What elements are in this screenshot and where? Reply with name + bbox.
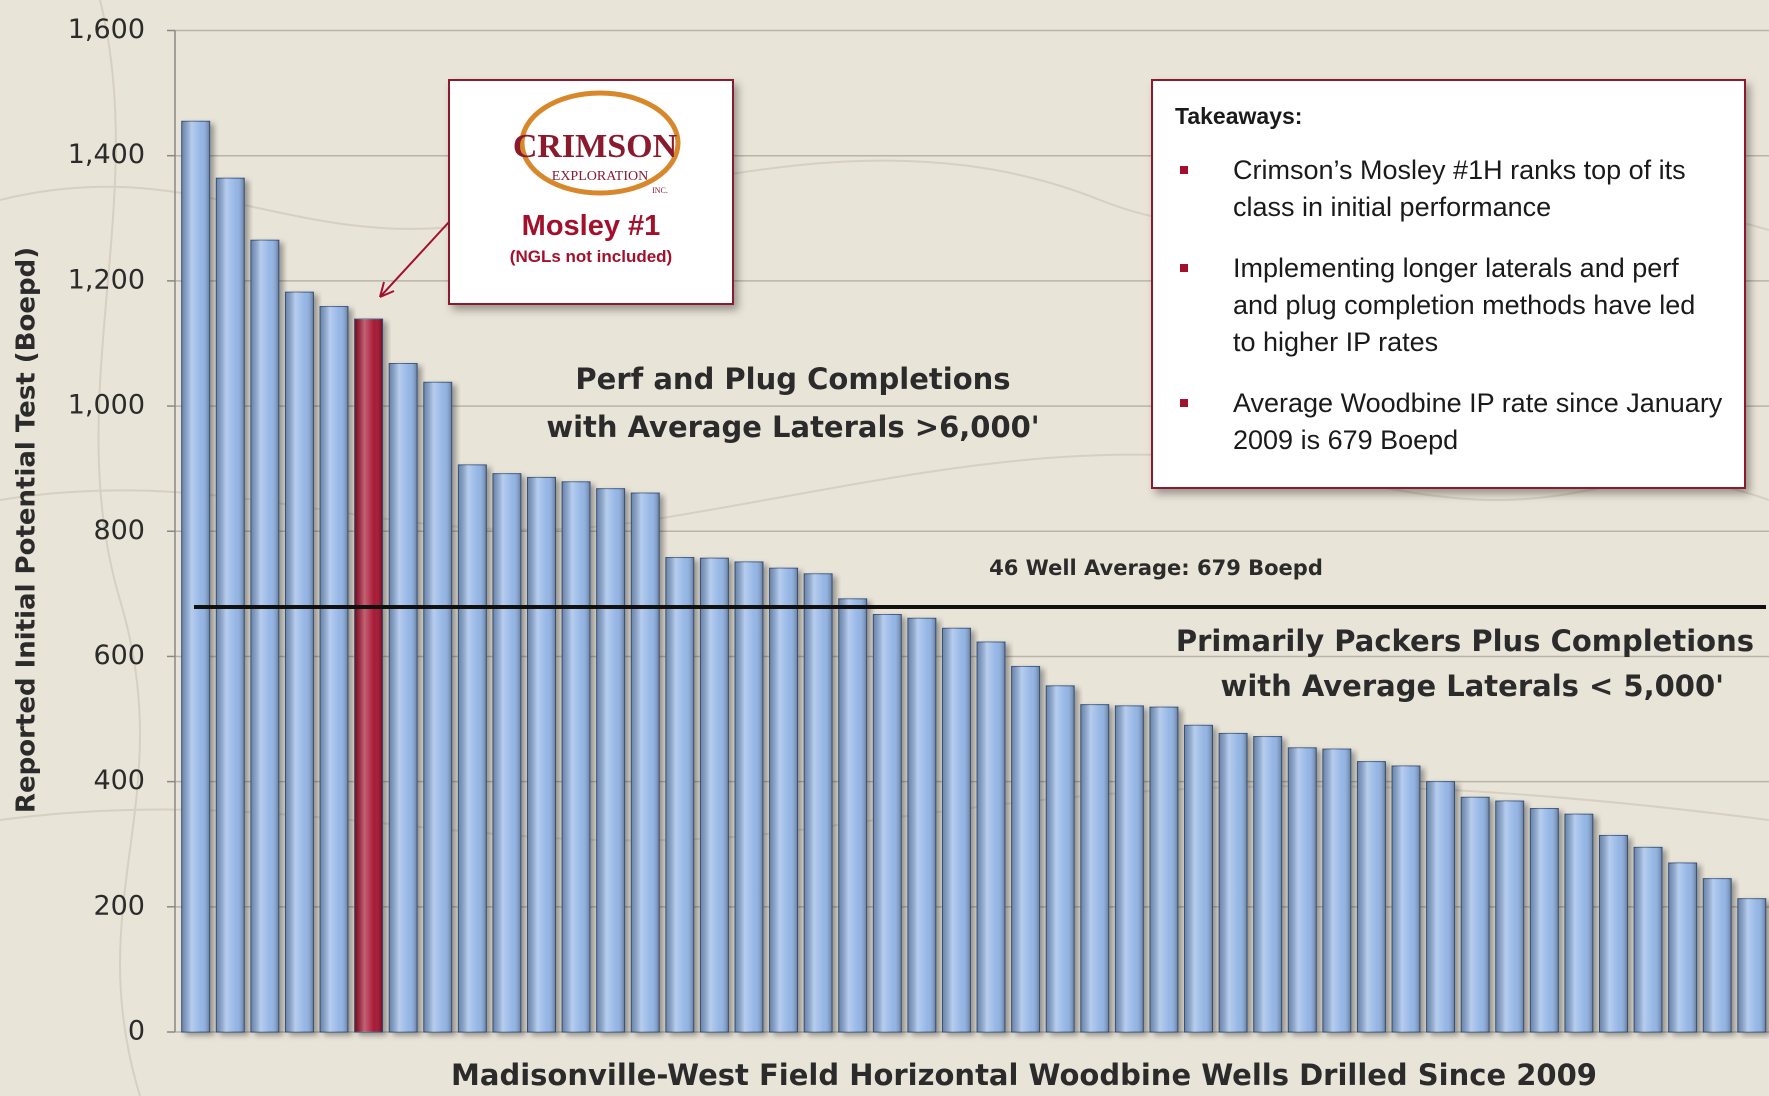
bar-shine bbox=[1288, 747, 1317, 1032]
annotation: with Average Laterals >6,000' bbox=[546, 410, 1039, 444]
callout-box: CRIMSON EXPLORATION INC. Mosley #1 (NGLs… bbox=[448, 79, 734, 305]
bar-shine bbox=[181, 121, 210, 1033]
takeaways-box: Takeaways: Crimson’s Mosley #1H ranks to… bbox=[1151, 79, 1746, 489]
logo: CRIMSON EXPLORATION INC. bbox=[513, 90, 681, 196]
bar-shine bbox=[700, 558, 729, 1032]
logo-sub: EXPLORATION bbox=[552, 169, 648, 184]
bar-shine bbox=[769, 568, 798, 1032]
bar-shine bbox=[1737, 898, 1766, 1032]
bar-shine bbox=[1253, 736, 1282, 1032]
y-tick-label: 400 bbox=[93, 765, 145, 796]
average-label: 46 Well Average: 679 Boepd bbox=[989, 556, 1323, 580]
bar-shine bbox=[250, 240, 279, 1032]
bar-shine bbox=[804, 573, 833, 1032]
bar-shine bbox=[527, 477, 556, 1032]
bar-shine bbox=[1149, 707, 1178, 1032]
logo-inc: INC. bbox=[652, 186, 668, 195]
annotation: Primarily Packers Plus Completions bbox=[1176, 624, 1754, 658]
y-tick-label: 800 bbox=[93, 515, 145, 546]
bar-shine bbox=[1530, 808, 1559, 1032]
y-tick-label: 600 bbox=[93, 640, 145, 671]
callout-note: (NGLs not included) bbox=[509, 247, 673, 266]
bar-shine bbox=[734, 561, 763, 1032]
logo-name: CRIMSON bbox=[513, 128, 678, 165]
callout-arrow bbox=[379, 221, 450, 298]
bar-shine bbox=[1184, 725, 1213, 1032]
bar-shine bbox=[596, 488, 625, 1032]
bar-shine bbox=[631, 493, 660, 1032]
bar-shine bbox=[1115, 705, 1144, 1032]
y-tick-label: 1,000 bbox=[68, 390, 145, 421]
bar-shine bbox=[1219, 733, 1248, 1032]
bar-shine bbox=[1322, 749, 1351, 1032]
bar-shine bbox=[1046, 685, 1075, 1032]
bar-shine bbox=[907, 618, 936, 1032]
bar-shine bbox=[942, 628, 971, 1032]
takeaway: Average Woodbine IP rate since January 2… bbox=[1175, 385, 1725, 459]
bar-shine bbox=[562, 481, 591, 1033]
bar-shine bbox=[665, 557, 694, 1032]
bar-shine bbox=[1392, 765, 1420, 1032]
y-tick-label: 1,200 bbox=[68, 264, 145, 295]
bar-shine bbox=[1461, 797, 1490, 1032]
bar-shine bbox=[458, 464, 487, 1032]
bar-shine bbox=[354, 319, 383, 1032]
y-tick-label: 0 bbox=[128, 1016, 145, 1047]
y-tick-label: 200 bbox=[93, 890, 145, 921]
bar-shine bbox=[977, 642, 1006, 1032]
plot: 0 200 400 600 800 1,000 1,200 1,400 1,600 46 Well… bbox=[68, 14, 1769, 1047]
bar-shine bbox=[838, 598, 867, 1032]
bar-shine bbox=[1495, 801, 1524, 1032]
bar-shine bbox=[1080, 704, 1109, 1032]
bar-shine bbox=[873, 614, 902, 1032]
bar-shine bbox=[1564, 814, 1593, 1032]
bar-shine bbox=[423, 382, 452, 1033]
bar-shine bbox=[1668, 862, 1697, 1032]
callout-title: Mosley #1 bbox=[521, 210, 661, 242]
bar-shine bbox=[492, 473, 521, 1032]
bar-shine bbox=[1426, 781, 1455, 1032]
x-axis-title: Madisonville-West Field Horizontal Woodb… bbox=[451, 1058, 1597, 1092]
logo-swoosh bbox=[519, 90, 681, 196]
bar-shine bbox=[389, 363, 418, 1032]
y-tick-label: 1,400 bbox=[68, 139, 145, 170]
takeaways-title: Takeaways: bbox=[1175, 103, 1303, 129]
takeaway: Crimson’s Mosley #1H ranks top of its cl… bbox=[1175, 152, 1725, 226]
takeaways-list: Crimson’s Mosley #1H ranks top of its cl… bbox=[1175, 152, 1724, 459]
bar-shine bbox=[1703, 878, 1732, 1032]
y-tick-label: 1,600 bbox=[68, 14, 145, 45]
bar-shine bbox=[1599, 835, 1628, 1032]
bar-shine bbox=[1011, 666, 1040, 1032]
takeaway: Implementing longer laterals and perf an… bbox=[1175, 250, 1725, 361]
bar-shine bbox=[1634, 847, 1663, 1032]
bar-shine bbox=[320, 306, 349, 1032]
annotation: Perf and Plug Completions bbox=[575, 362, 1010, 396]
annotation: with Average Laterals < 5,000' bbox=[1221, 669, 1724, 703]
bar-shine bbox=[1357, 761, 1386, 1032]
y-axis-title: Reported Initial Potential Test (Boepd) bbox=[12, 247, 42, 813]
callout-arrowhead bbox=[379, 281, 395, 298]
bar-shine bbox=[285, 292, 314, 1033]
